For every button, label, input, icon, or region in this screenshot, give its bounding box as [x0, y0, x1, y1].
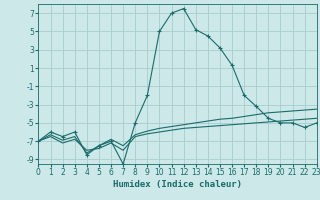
X-axis label: Humidex (Indice chaleur): Humidex (Indice chaleur) [113, 180, 242, 189]
